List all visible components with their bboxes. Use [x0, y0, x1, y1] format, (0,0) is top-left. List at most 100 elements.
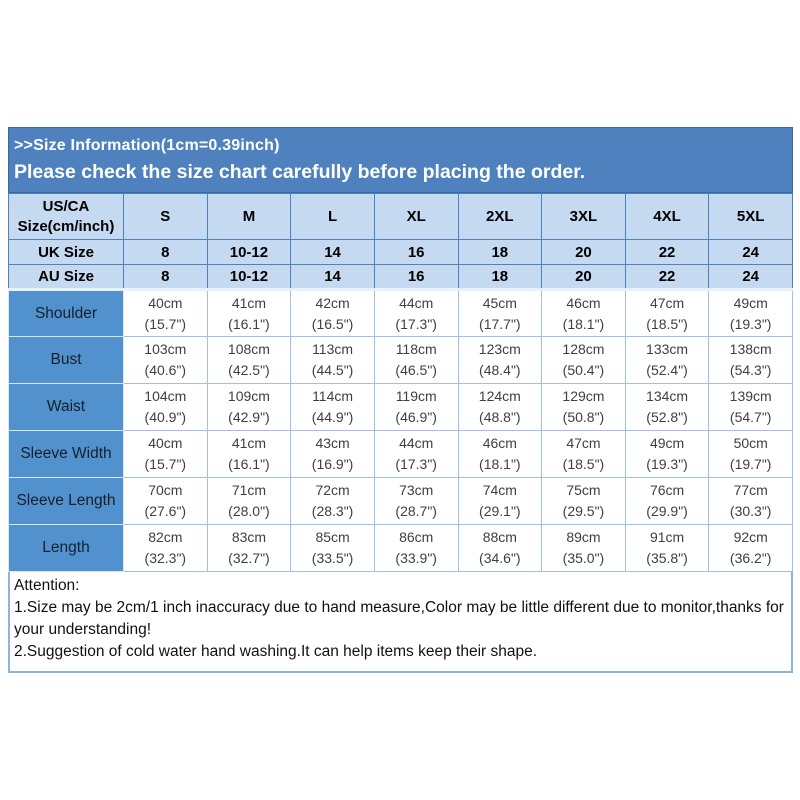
measurement-inch-value: (32.3") [144, 550, 187, 566]
measurement-cm-value: 73cm [399, 482, 434, 498]
measurement-cell: 75cm (29.5") [541, 477, 626, 525]
measurement-cell: 70cm (27.6") [123, 477, 208, 525]
measurement-cell: 134cm (52.8") [624, 383, 710, 431]
measurement-inch-value: (28.0") [228, 503, 270, 519]
measurement-inch-value: (54.3") [729, 362, 772, 378]
measurement-cm-value: 40cm [148, 294, 183, 311]
measurement-cm-value: 70cm [148, 482, 183, 498]
banner-title: >>Size Information(1cm=0.39inch) [14, 137, 280, 154]
attention-box: Attention: 1.Size may be 2cm/1 inch inac… [8, 572, 793, 673]
measurement-cell: 91cm (35.8") [624, 524, 710, 572]
measurement-cm-value: 113cm [312, 341, 354, 357]
size-table: US/CA Size(cm/inch) S M L XL 2XL 3XL 4XL 5XL UK Si… [8, 193, 793, 572]
measurement-row: Bust 103cm (40.6") 108cm (42.5") 113cm (44.5")… [8, 336, 793, 384]
measurement-cell: 73cm (28.7") [373, 477, 459, 525]
measurement-inch-value: (34.6") [479, 550, 521, 566]
region-size-cell: 8 [123, 264, 208, 291]
measurement-cm-value: 45cm [482, 294, 517, 311]
measurement-cell: 83cm (32.7") [206, 524, 292, 572]
measurement-cm-value: 72cm [315, 482, 350, 498]
measurement-inch-value: (29.5") [562, 503, 605, 519]
measurement-inch-value: (28.3") [311, 503, 354, 519]
region-size-cell: 14 [290, 264, 375, 291]
measurement-inch-value: (15.7") [144, 456, 187, 472]
measurement-inch-value: (54.7") [729, 409, 772, 425]
measurement-cell: 43cm (16.9") [290, 430, 375, 478]
measurement-inch-value: (16.5") [311, 315, 354, 332]
measurement-cell: 85cm (33.5") [290, 524, 375, 572]
measurement-inch-value: (32.7") [228, 550, 270, 566]
measurement-row-label: Sleeve Width [8, 430, 124, 478]
measurement-cm-value: 114cm [312, 388, 354, 404]
measurement-cm-value: 88cm [482, 529, 517, 545]
measurement-row-label: Shoulder [8, 289, 124, 337]
measurement-cell: 40cm (15.7") [123, 430, 208, 478]
region-size-cell: 22 [624, 239, 710, 265]
region-size-cell: 8 [123, 239, 208, 265]
measurement-cm-value: 119cm [395, 388, 437, 404]
measurement-inch-value: (44.9") [311, 409, 354, 425]
measurement-inch-value: (17.3") [395, 456, 437, 472]
measurement-cell: 114cm (44.9") [290, 383, 375, 431]
measurement-cm-value: 103cm [144, 341, 187, 357]
attention-note-2: 2.Suggestion of cold water hand washing.… [14, 643, 538, 660]
measurement-row-label: Length [8, 524, 124, 572]
measurement-inch-value: (27.6") [144, 503, 187, 519]
measurement-cell: 71cm (28.0") [206, 477, 292, 525]
measurement-cell: 46cm (18.1") [457, 430, 543, 478]
measurement-inch-value: (44.5") [311, 362, 354, 378]
measurement-inch-value: (48.4") [479, 362, 521, 378]
region-size-cell: 18 [457, 264, 543, 291]
measurement-cell: 128cm (50.4") [541, 336, 626, 384]
measurement-cm-value: 75cm [566, 482, 601, 498]
region-size-row: AU Size 8 10-12 14 16 18 20 22 24 [8, 264, 793, 291]
measurement-inch-value: (16.1") [228, 456, 270, 472]
measurement-inch-value: (46.9") [395, 409, 437, 425]
region-size-row: UK Size 8 10-12 14 16 18 20 22 24 [8, 239, 793, 265]
measurement-cm-value: 128cm [562, 341, 605, 357]
measurement-cm-value: 118cm [395, 341, 437, 357]
measurement-inch-value: (52.8") [646, 409, 688, 425]
measurement-cell: 77cm (30.3") [708, 477, 793, 525]
measurement-cm-value: 46cm [482, 435, 517, 451]
measurement-inch-value: (30.3") [729, 503, 772, 519]
measurement-inch-value: (36.2") [729, 550, 772, 566]
measurement-cm-value: 44cm [399, 294, 434, 311]
measurement-row: Waist 104cm (40.9") 109cm (42.9") 114cm (44.9"… [8, 383, 793, 431]
measurement-cell: 47cm (18.5") [541, 430, 626, 478]
measurement-cm-value: 109cm [227, 388, 270, 404]
measurement-cell: 139cm (54.7") [708, 383, 793, 431]
measurement-cm-value: 47cm [566, 435, 601, 451]
measurement-cm-value: 86cm [399, 529, 434, 545]
size-column-header: 2XL [457, 193, 543, 240]
measurement-cm-value: 50cm [733, 435, 768, 451]
measurement-cm-value: 82cm [148, 529, 183, 545]
measurement-row: Sleeve Width 40cm (15.7") 41cm (16.1") 43cm (1… [8, 430, 793, 478]
measurement-cell: 113cm (44.5") [290, 336, 375, 384]
measurement-cell: 45cm (17.7") [457, 289, 543, 337]
measurement-cm-value: 71cm [231, 482, 267, 498]
size-column-header: L [290, 193, 375, 240]
size-table-body: US/CA Size(cm/inch) S M L XL 2XL 3XL 4XL 5XL UK Si… [8, 193, 793, 572]
measurement-cm-value: 133cm [646, 341, 689, 357]
measurement-inch-value: (29.1") [479, 503, 521, 519]
measurement-cell: 74cm (29.1") [457, 477, 543, 525]
measurement-cell: 129cm (50.8") [541, 383, 626, 431]
measurement-inch-value: (18.1") [562, 315, 605, 332]
region-size-cell: 18 [457, 239, 543, 265]
measurement-cell: 104cm (40.9") [123, 383, 208, 431]
measurement-inch-value: (42.5") [228, 362, 270, 378]
measurement-cm-value: 41cm [231, 435, 267, 451]
measurement-cell: 109cm (42.9") [206, 383, 292, 431]
measurement-inch-value: (35.0") [562, 550, 605, 566]
measurement-cm-value: 41cm [231, 294, 267, 311]
attention-note-1: 1.Size may be 2cm/1 inch inaccuracy due … [14, 599, 784, 638]
measurement-cm-value: 76cm [649, 482, 685, 498]
measurement-cm-value: 85cm [315, 529, 350, 545]
region-size-cell: 10-12 [206, 239, 292, 265]
measurement-cell: 50cm (19.7") [708, 430, 793, 478]
measurement-inch-value: (19.7") [729, 456, 772, 472]
measurement-cell: 86cm (33.9") [373, 524, 459, 572]
measurement-cm-value: 83cm [231, 529, 267, 545]
measurement-cell: 138cm (54.3") [708, 336, 793, 384]
